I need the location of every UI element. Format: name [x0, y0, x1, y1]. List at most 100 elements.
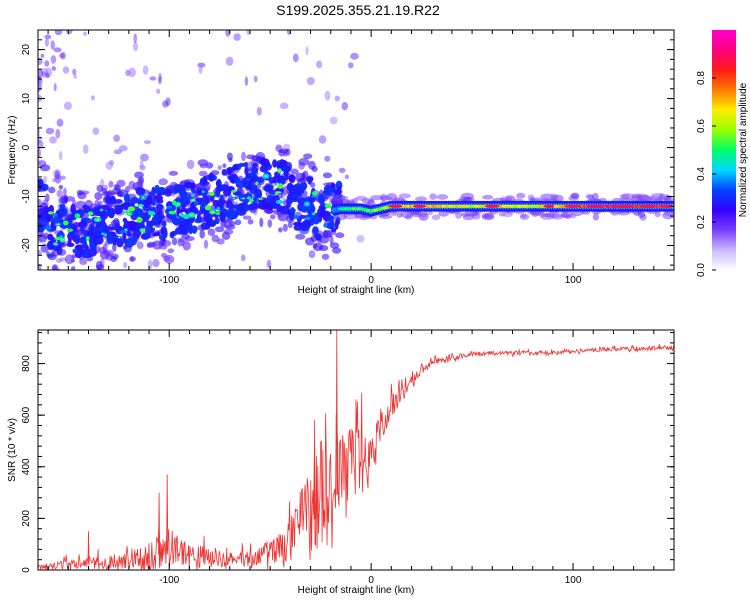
snr-xtick-label: 0	[368, 575, 374, 586]
spectrogram-blob-124	[42, 175, 48, 184]
spectrogram-blob-1002	[194, 218, 203, 224]
spectrogram-blob-1405	[663, 211, 674, 217]
spectrogram-blob-1380	[502, 211, 513, 218]
spectrogram-blob-240	[88, 271, 94, 280]
spectrogram-blob-74	[38, 140, 44, 149]
spectrogram-blob-1029	[250, 184, 257, 189]
spectrogram-blob-138	[54, 170, 60, 180]
spectrogram-blob-1328	[631, 193, 643, 199]
spectrogram-blob-1057	[320, 208, 326, 218]
spectrogram-blob-1094	[190, 182, 196, 190]
spectrogram-blob-1075	[182, 197, 190, 203]
colorbar-tick-label: 0.8	[696, 71, 707, 85]
spectrogram-blob-506	[246, 154, 256, 160]
spectrogram-blob-1060	[312, 215, 321, 225]
spectrogram-blob-1122	[127, 206, 136, 212]
spectrogram-blob-699	[288, 174, 296, 184]
spectrogram-blob-1093	[196, 189, 202, 194]
spectrogram-blob-1144	[258, 198, 263, 200]
spectrogram-blob-144	[54, 30, 63, 36]
spectrogram-blob-789	[144, 214, 149, 223]
spectrogram-blob-423	[322, 172, 332, 179]
spectrogram-blob-548	[199, 229, 205, 239]
spectrogram-blob-1147	[242, 197, 245, 200]
spectrogram-blob-150	[92, 127, 100, 135]
spectrogram-blob-446	[128, 180, 136, 190]
spectrogram-blob-78	[58, 150, 63, 161]
spectrogram-blob-1021	[106, 236, 115, 244]
spectrogram-blob-713	[156, 203, 164, 211]
spectrogram-blob-928	[126, 231, 131, 237]
snr-ytick-label: 800	[21, 355, 32, 372]
spectrogram-blob-155	[44, 60, 50, 67]
spectrogram-blob-800	[326, 222, 335, 230]
spectrogram-blob-1190	[104, 234, 107, 236]
spectrogram-blob-1136	[66, 228, 74, 232]
spectrogram-blob-130	[338, 167, 346, 173]
spectrogram-blob-51	[225, 30, 231, 37]
colorbar-tick-label: 0.2	[696, 215, 707, 229]
spectrogram-blob-1028	[195, 198, 206, 206]
spectrogram-blob-64	[51, 66, 56, 71]
spectrogram-blob-1148	[255, 181, 259, 186]
spectrogram-blob-1188	[44, 225, 52, 231]
spectrogram-ytick-label: -10	[21, 189, 32, 204]
spectrogram-blob-59	[344, 174, 350, 180]
spectrogram-blob-898	[289, 207, 296, 216]
spectrogram-blob-1035	[228, 208, 236, 215]
colorbar-label: Normalized spectral amplitude	[738, 82, 749, 217]
spectrogram-blob-113	[59, 257, 67, 262]
spectrogram-blob-1212	[592, 213, 600, 221]
colorbar-tick-label: 0.6	[696, 119, 707, 133]
spectrogram-blob-135	[38, 80, 43, 89]
spectrogram-blob-1018	[242, 177, 247, 187]
spectrogram-blob-794	[156, 198, 164, 204]
spectrogram-blob-764	[318, 194, 325, 203]
spectrogram-blob-48	[286, 30, 291, 35]
spectrogram-blob-356	[285, 148, 291, 156]
spectrogram-blob-461	[113, 183, 120, 190]
spectrogram-blob-152	[198, 65, 203, 74]
spectrogram-blob-1392	[560, 213, 570, 219]
spectrogram-blob-1125	[86, 236, 90, 241]
spectrogram-blob-239	[259, 217, 264, 228]
spectrogram-blob-140	[324, 155, 331, 162]
spectrogram-blob-367	[167, 248, 175, 254]
spectrogram-blob-1037	[121, 202, 129, 209]
spectrogram-blob-67	[316, 60, 323, 69]
spectrogram-blob-1342	[404, 214, 413, 220]
spectrogram-blob-1162	[277, 170, 282, 172]
spectrogram-blob-1059	[127, 220, 137, 231]
spectrogram-blob-1126	[52, 213, 58, 217]
spectrogram-blob-1058	[204, 196, 210, 205]
spectrogram-blob-1068	[176, 208, 183, 214]
snr-xtick-label: 100	[565, 575, 582, 586]
spectrogram-blob-873	[113, 207, 123, 215]
spectrogram-blob-75	[63, 187, 67, 196]
spectrogram-xlabel: Height of straight line (km)	[298, 285, 415, 296]
colorbar-ticks: 0.0 0.2 0.4 0.6 0.8	[696, 71, 716, 277]
spectrogram-blob-115	[244, 76, 249, 87]
spectrogram-blob-295	[45, 193, 50, 202]
spectrogram-blob-146	[142, 65, 149, 75]
spectrogram-blob-603	[252, 163, 258, 168]
spectrogram-blob-1168	[305, 216, 311, 220]
spectrogram-blob-988	[158, 235, 165, 240]
spectrogram-blob-872	[174, 228, 180, 235]
spectrogram-blob-608	[66, 242, 75, 247]
spectrogram-blob-84	[83, 31, 87, 36]
spectrogram-blob-149	[152, 259, 160, 268]
spectrogram-blob-997	[77, 221, 88, 229]
snr-ytick-label: 0	[21, 567, 32, 573]
spectrogram-blob-1051	[330, 227, 337, 233]
spectrogram-blob-1117	[250, 199, 253, 202]
spectrogram-blob-847	[226, 167, 233, 175]
colorbar: 0.0 0.2 0.4 0.6 0.8 Normalized spectral ampl…	[696, 30, 749, 277]
spectrogram-blob-578	[151, 186, 156, 197]
spectrogram-blob-1083	[219, 212, 226, 223]
spectrogram-blob-1874	[616, 204, 631, 208]
spectrogram-blob-1373	[570, 192, 580, 199]
